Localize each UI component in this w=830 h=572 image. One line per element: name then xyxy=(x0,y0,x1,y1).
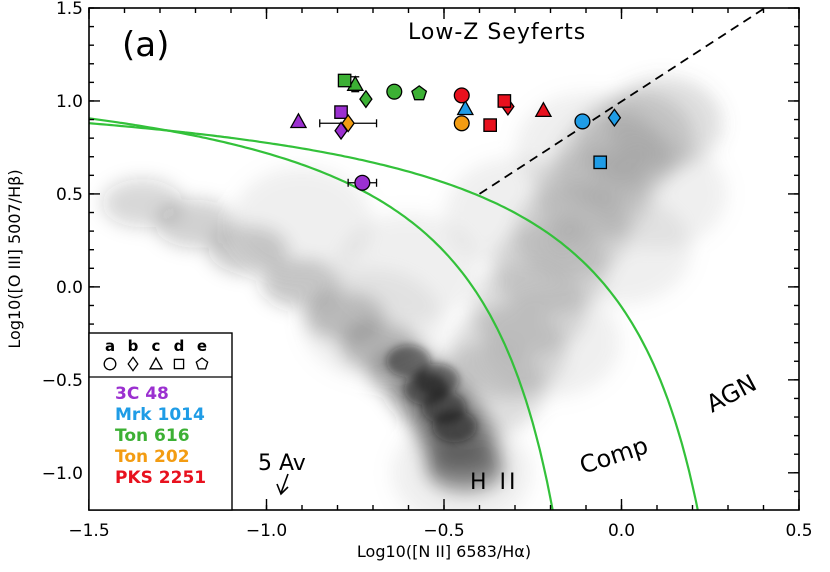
series-ton-616 xyxy=(337,73,428,109)
data-point-square xyxy=(497,94,512,108)
y-tick-label: −0.5 xyxy=(42,371,83,391)
series-mrk-1014 xyxy=(456,99,622,170)
series-ton-202 xyxy=(319,113,470,133)
y-tick-label: 1.5 xyxy=(56,0,83,19)
axis-ticks: −1.5 −1.0 −0.5 0.0 0.5 −1.0 −0.5 0.0 0.5 1.0 1.5 xyxy=(42,0,813,541)
data-point-square xyxy=(337,73,352,88)
x-tick-label: −1.5 xyxy=(68,521,109,541)
data-point-square xyxy=(334,105,348,119)
data-points xyxy=(289,73,622,191)
x-tick-label: −0.5 xyxy=(423,521,464,541)
data-point-square xyxy=(483,118,498,132)
data-point-square xyxy=(593,155,608,170)
data-point-circle xyxy=(453,115,470,132)
legend-object-label: 3C 48 xyxy=(115,384,169,404)
kewley-curve xyxy=(89,122,699,510)
y-axis-label: Log10([O III] 5007/Hβ) xyxy=(5,169,24,348)
legend-shape-square xyxy=(173,358,185,370)
data-point-diamond xyxy=(341,113,355,133)
data-point-circle xyxy=(574,113,591,130)
data-point-triangle xyxy=(346,75,364,91)
data-point-triangle xyxy=(289,112,308,129)
y-tick-label: −1.0 xyxy=(42,464,83,484)
series-3c-48 xyxy=(289,105,378,191)
region-label-hii: H II xyxy=(470,470,519,495)
legend-epoch-letter: d xyxy=(174,337,185,355)
legend-object-label: PKS 2251 xyxy=(115,468,206,488)
legend-object-label: Ton 616 xyxy=(115,426,190,446)
legend-epoch-letter: b xyxy=(128,337,139,355)
x-tick-label: 0.0 xyxy=(608,521,635,541)
y-tick-label: 0.5 xyxy=(56,185,83,205)
data-point-circle xyxy=(453,87,470,104)
series-pks-2251 xyxy=(453,87,553,132)
legend-object-label: Mrk 1014 xyxy=(115,405,205,425)
region-label-agn: AGN xyxy=(702,369,762,418)
seyfert-liner-line xyxy=(479,8,767,195)
legend-shape-diamond xyxy=(127,356,139,372)
panel-label: (a) xyxy=(122,25,169,65)
data-point-diamond xyxy=(359,89,373,109)
extinction-label: 5 Av xyxy=(258,451,306,476)
legend-shape-circle xyxy=(103,357,117,371)
data-point-circle xyxy=(386,83,403,100)
x-tick-label: −1.0 xyxy=(246,521,287,541)
legend-epoch-letter: c xyxy=(152,337,161,355)
data-point-pentagon xyxy=(411,85,428,101)
legend-object-label: Ton 202 xyxy=(115,447,190,467)
data-point-circle xyxy=(354,174,371,191)
x-axis-label: Log10([N II] 6583/Hα) xyxy=(357,542,531,561)
data-point-triangle xyxy=(456,99,475,116)
galaxy-density-cloud xyxy=(102,77,727,510)
legend-epoch-letter: e xyxy=(197,337,207,355)
chart-title: Low-Z Seyferts xyxy=(408,20,586,45)
extinction-arrow xyxy=(276,473,289,496)
legend-epoch-letter: a xyxy=(105,337,115,355)
legend-shape-pentagon xyxy=(195,357,209,370)
x-tick-label: 0.5 xyxy=(785,521,812,541)
y-tick-label: 0.0 xyxy=(56,278,83,298)
region-label-comp: Comp xyxy=(576,431,651,479)
y-tick-label: 1.0 xyxy=(56,92,83,112)
data-point-triangle xyxy=(534,101,553,117)
legend-shape-triangle xyxy=(148,356,164,370)
demarcation-curves xyxy=(89,8,767,510)
data-point-diamond xyxy=(607,108,622,128)
